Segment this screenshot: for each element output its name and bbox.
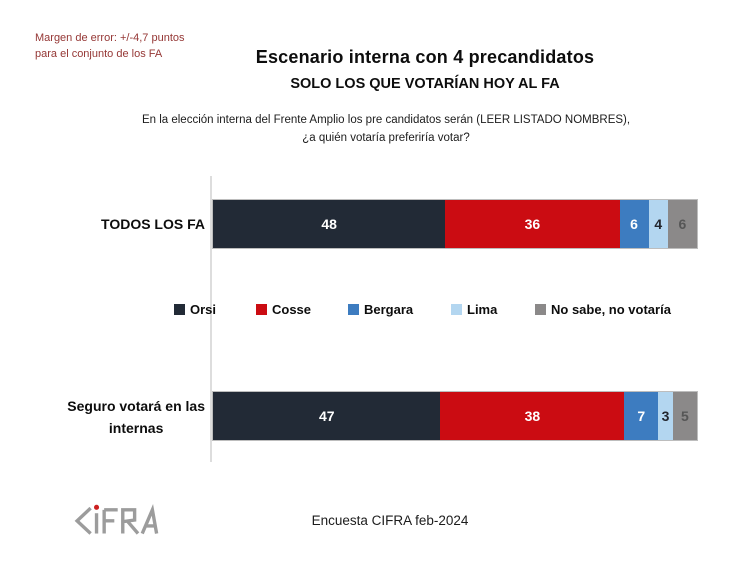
category-label-line: Seguro votará en las [67,398,205,414]
category-label-line: TODOS LOS FA [101,216,205,232]
legend: Orsi Cosse Bergara Lima No sabe, no votaría [0,302,754,324]
legend-label: No sabe, no votaría [551,302,671,317]
bar-segment-no-sabe-no-votaria: 5 [672,392,697,440]
bar-segment-cosse: 36 [445,200,620,248]
bar-segment-lima: 3 [658,392,673,440]
legend-label: Bergara [364,302,414,317]
bar-segment-bergara: 6 [619,200,649,248]
legend-item-orsi: Orsi [174,302,216,317]
category-label-line: internas [108,420,164,436]
legend-swatch-orsi [174,304,185,315]
legend-swatch-cosse [256,304,267,315]
bar-segment-orsi: 48 [213,200,446,248]
margin-of-error-note: Margen de error: +/-4,7 puntos para el c… [35,31,225,63]
logo-red-dot [94,504,100,510]
legend-swatch-bergara [348,304,359,315]
survey-question-line1: En la elección interna del Frente Amplio… [141,114,631,126]
legend-item-bergara: Bergara [348,302,413,317]
stacked-bar: 47 38 7 3 5 [212,391,698,441]
legend-item-lima: Lima [451,302,497,317]
category-label: Seguro votará en las internas [67,395,205,439]
legend-item-cosse: Cosse [256,302,311,317]
legend-label: Cosse [272,302,312,317]
bar-segment-no-sabe-no-votaria: 6 [667,200,697,248]
survey-question: En la elección interna del Frente Amplio… [9,111,754,148]
source-caption: Encuesta CIFRA feb-2024 [311,513,469,528]
legend-swatch-lima [451,304,462,315]
category-axis-line [210,176,212,462]
legend-item-no-sabe-no-votaria: No sabe, no votaría [535,302,671,317]
chart-title: Escenario interna con 4 precandidatos [255,47,595,67]
bar-segment-orsi: 47 [213,392,441,440]
bar-segment-cosse: 38 [440,392,625,440]
margin-note-line2: para el conjunto de los FA [35,47,163,60]
cifra-logo [74,503,159,535]
bar-segment-lima: 4 [648,200,668,248]
legend-swatch-no-sabe-no-votaria [535,304,546,315]
margin-note-line1: Margen de error: +/-4,7 puntos [35,32,185,44]
chart-subtitle: SOLO LOS QUE VOTARÍAN HOY AL FA [290,76,560,92]
survey-question-line2: ¿a quién votaría preferiría votar? [302,132,470,145]
legend-label: Orsi [190,302,217,317]
legend-label: Lima [467,302,498,317]
bar-segment-bergara: 7 [624,392,659,440]
category-label: TODOS LOS FA [101,213,205,235]
stacked-bar: 48 36 6 4 6 [212,199,698,249]
